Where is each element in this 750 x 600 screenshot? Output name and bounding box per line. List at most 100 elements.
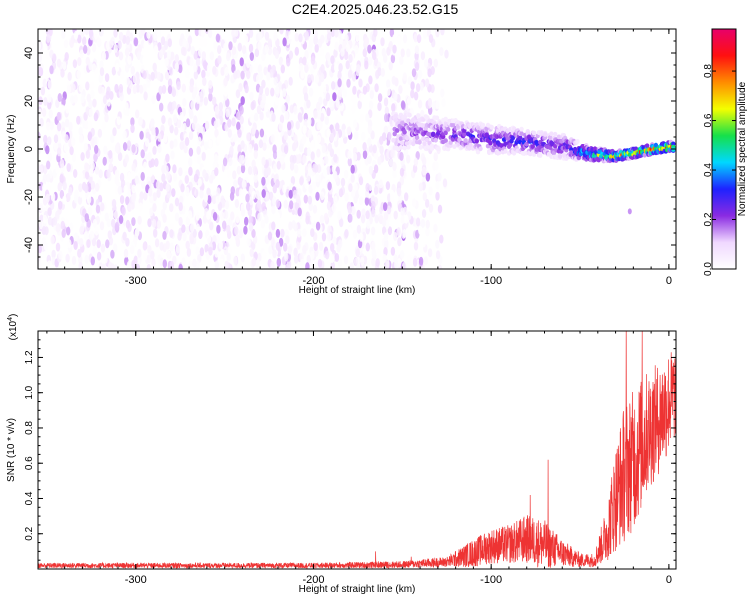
spectrogram-point [176,81,181,91]
spectrogram-point [365,242,370,252]
x-tick-label: -300 [125,275,147,287]
spectrogram-point [321,83,327,93]
spectrogram-point [190,46,195,55]
spectrogram-point [287,245,292,255]
spectrogram-point [310,140,315,150]
spectrogram-point [510,135,516,141]
spectrogram-point [246,157,251,167]
spectrogram-point [239,57,244,67]
spectrogram-point [45,145,50,155]
spectrogram-point [299,143,304,153]
spectrogram-point [359,232,364,242]
spectrogram-point [64,218,70,228]
spectrogram-point [110,134,115,144]
spectrogram-point [228,157,233,167]
spectrogram-point [385,260,390,269]
spectrogram-point [85,149,91,159]
spectrogram-point [435,100,440,110]
spectrogram-point [264,44,269,54]
spectrogram-point [345,43,350,53]
spectrogram-point [270,237,275,246]
spectrogram-point [316,101,321,111]
spectrogram-point [320,64,325,73]
spectrogram-point [241,179,247,189]
spectrogram-point [268,191,274,201]
spectrogram-point [417,99,423,109]
spectrogram-point [307,74,312,84]
spectrogram-point [233,70,238,80]
spectrogram-point [236,111,241,121]
spectrogram-point [57,182,62,192]
spectrogram-point [351,104,356,114]
spectrogram-point [119,195,125,205]
spectrogram-point [63,143,69,153]
spectrogram-point [240,70,245,80]
spectrogram-point [272,196,277,206]
spectrogram-point [235,89,241,99]
spectrogram-point [48,109,53,119]
spectrogram-point [298,33,303,43]
y-tick-label: 0.8 [24,421,35,435]
spectrogram-point [162,213,167,223]
spectrogram-point [176,119,182,129]
spectrogram-point [88,29,94,38]
spectrogram-point [182,97,187,107]
spectrogram-point [417,69,423,79]
spectrogram-point [203,141,209,151]
spectrogram-point [217,55,222,65]
spectrogram-point [286,57,291,67]
spectrogram-point [263,168,268,178]
spectrogram-point [289,200,294,210]
spectrogram-point [105,239,110,249]
spectrogram-point [278,56,284,66]
spectrogram-point [508,142,513,148]
spectrogram-point [337,210,342,220]
spectrogram-point [79,237,84,247]
spectrogram-point [367,155,372,165]
spectrogram-point [169,203,174,213]
spectrogram-point [230,211,235,221]
spectrogram-point [114,143,120,153]
spectrogram-point [118,215,124,224]
spectrogram-point [433,223,438,233]
spectrogram-point [351,72,357,82]
spectrogram-point [423,93,428,103]
spectrogram-point [440,88,445,98]
spectrogram-point [214,167,219,177]
spectrogram-point [98,169,103,179]
spectrogram-point [379,145,384,155]
spectrogram-point [73,194,79,204]
spectrogram-point [100,243,106,253]
spectrogram-point [259,111,264,121]
spectrogram-point [161,115,166,125]
spectrogram-point [443,130,448,136]
spectrogram-point [428,34,434,43]
spectrogram-point [71,255,77,265]
spectrogram-point [55,66,60,75]
spectrogram-point [337,87,342,97]
spectrogram-point [38,202,44,212]
spectrogram-point [148,187,153,197]
spectrogram-point [385,181,391,191]
spectrogram-point [380,37,385,47]
spectrogram-point [264,31,270,41]
spectrogram-point [159,241,164,251]
spectrogram-point [96,251,102,261]
spectrogram-point [173,138,178,148]
spectrogram-point [147,151,152,161]
spectrogram-point [308,184,313,194]
spectrogram-point [41,236,47,246]
spectrogram-point [381,217,387,227]
spectrogram-point [344,229,349,238]
spectrogram-point [226,52,231,62]
spectrogram-point [199,93,204,103]
spectrogram-point [195,246,200,256]
spectrogram-point [358,78,363,88]
spectrogram-point [111,199,117,208]
spectrogram-point [142,251,148,261]
spectrogram-point [364,60,369,70]
spectrogram-point [213,120,218,130]
spectrogram-point [353,131,359,141]
spectrogram-point [135,263,140,269]
spectrogram-point [443,116,448,122]
